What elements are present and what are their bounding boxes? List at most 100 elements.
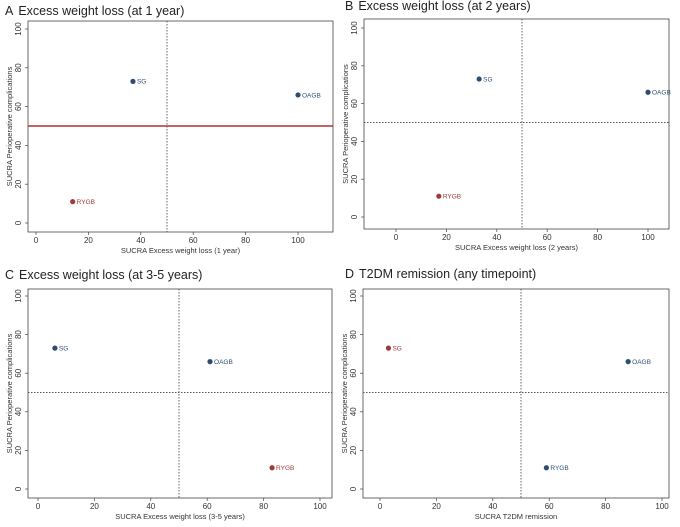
y-tick-label: 80 [14, 63, 23, 72]
y-tick-label: 40 [14, 140, 23, 149]
x-tick-label: 60 [189, 236, 198, 245]
x-tick-label: 100 [313, 502, 327, 511]
point-sg [52, 345, 58, 351]
point-sg [385, 345, 392, 351]
point-sg [476, 76, 482, 82]
x-tick-label: 20 [84, 236, 93, 245]
point-oagb [645, 89, 651, 95]
point-oagb [207, 359, 213, 365]
panel-a-title: A Excess weight loss (at 1 year) [5, 4, 184, 18]
x-tick-label: 20 [432, 502, 441, 511]
x-tick-label: 0 [394, 233, 399, 242]
y-tick-label: 60 [350, 99, 359, 108]
y-tick-label: 20 [14, 179, 23, 188]
y-tick-label: 60 [14, 368, 23, 377]
panel-title-text: Excess weight loss (at 2 years) [358, 0, 530, 13]
point-label-rygb: RYGB [443, 194, 461, 201]
point-label-rygb: RYGB [77, 199, 95, 206]
x-tick-label: 20 [442, 233, 451, 242]
panel-c: C Excess weight loss (at 3-5 years) 0 20 40 6… [5, 268, 333, 521]
x-tick-label: 80 [601, 502, 610, 511]
x-axis-label: SUCRA T2DM remission [475, 512, 557, 521]
panel-a: A Excess weight loss (at 1 year) 0 20 40 60 80… [5, 4, 334, 255]
y-tick-label: 80 [350, 61, 359, 70]
x-tick-label: 40 [146, 502, 155, 511]
point-rygb [543, 465, 549, 471]
y-tick-label: 0 [14, 486, 23, 491]
x-tick-label: 0 [34, 236, 39, 245]
y-tick-label: 0 [349, 486, 358, 491]
y-tick-label: 100 [14, 289, 23, 303]
x-tick-label: 20 [90, 502, 99, 511]
y-tick-label: 100 [14, 22, 23, 36]
y-tick-label: 20 [349, 445, 358, 454]
point-oagb [625, 359, 631, 365]
point-label-sg: SG [137, 79, 146, 86]
point-label-oagb: OAGB [214, 359, 233, 366]
point-label-rygb: RYGB [276, 465, 294, 472]
y-tick-label: 100 [350, 21, 359, 35]
x-tick-label: 100 [291, 236, 305, 245]
panel-b-title: B Excess weight loss (at 2 years) [345, 0, 531, 13]
y-tick-label: 0 [14, 220, 23, 225]
point-rygb [269, 465, 275, 471]
panel-d: D T2DM remission (any timepoint) 0 20 40 60 80… [340, 267, 670, 521]
panel-d-title: D T2DM remission (any timepoint) [345, 267, 536, 281]
y-tick-label: 20 [350, 174, 359, 183]
y-axis-label: SUCRA Perioperative complications [5, 66, 14, 186]
point-sg [130, 78, 136, 84]
x-tick-label: 40 [492, 233, 501, 242]
y-tick-label: 80 [14, 330, 23, 339]
x-tick-label: 40 [136, 236, 145, 245]
y-tick-label: 20 [14, 445, 23, 454]
x-tick-label: 80 [241, 236, 250, 245]
point-label-sg: SG [392, 345, 401, 352]
panel-title-text: Excess weight loss (at 1 year) [18, 4, 184, 18]
x-tick-label: 100 [641, 233, 655, 242]
point-label-oagb: OAGB [632, 359, 651, 366]
y-axis-label: SUCRA Perioperative complications [5, 333, 14, 453]
x-tick-label: 40 [488, 502, 497, 511]
y-tick-label: 80 [349, 330, 358, 339]
plot-frame [363, 18, 670, 230]
x-tick-label: 60 [203, 502, 212, 511]
panel-c-title: C Excess weight loss (at 3-5 years) [5, 268, 202, 282]
x-axis-label: SUCRA Excess weight loss (3-5 years) [115, 512, 245, 521]
y-tick-label: 40 [349, 407, 358, 416]
panel-b: B Excess weight loss (at 2 years) 0 20 40 60 8… [341, 0, 671, 252]
plot-frame [27, 288, 333, 499]
panel-title-text: T2DM remission (any timepoint) [359, 267, 536, 281]
x-tick-label: 0 [378, 502, 383, 511]
plot-frame [362, 288, 670, 499]
y-tick-label: 100 [349, 289, 358, 303]
x-tick-label: 100 [655, 502, 669, 511]
point-oagb [295, 92, 301, 98]
point-rygb [436, 193, 442, 199]
panel-letter: D [345, 267, 354, 281]
point-label-sg: SG [483, 76, 492, 83]
point-label-oagb: OAGB [302, 92, 321, 99]
y-tick-label: 40 [14, 407, 23, 416]
panel-letter: A [5, 4, 14, 18]
point-label-rygb: RYGB [550, 465, 568, 472]
x-tick-label: 80 [593, 233, 602, 242]
x-axis-label: SUCRA Excess weight loss (1 year) [121, 246, 241, 255]
panel-title-text: Excess weight loss (at 3-5 years) [19, 268, 202, 282]
y-tick-label: 60 [349, 368, 358, 377]
point-label-oagb: OAGB [652, 90, 671, 97]
y-axis-label: SUCRA Perioperative complications [340, 333, 349, 453]
panel-letter: B [345, 0, 353, 13]
point-rygb [70, 199, 76, 205]
x-tick-label: 60 [545, 502, 554, 511]
y-tick-label: 0 [350, 214, 359, 219]
x-axis-label: SUCRA Excess weight loss (2 years) [455, 243, 578, 252]
y-axis-label: SUCRA Perioperative complications [341, 64, 350, 184]
x-tick-label: 0 [36, 502, 41, 511]
point-label-sg: SG [59, 345, 68, 352]
y-tick-label: 60 [14, 102, 23, 111]
panel-letter: C [5, 268, 14, 282]
x-tick-label: 60 [543, 233, 552, 242]
y-tick-label: 40 [350, 136, 359, 145]
x-tick-label: 80 [259, 502, 268, 511]
